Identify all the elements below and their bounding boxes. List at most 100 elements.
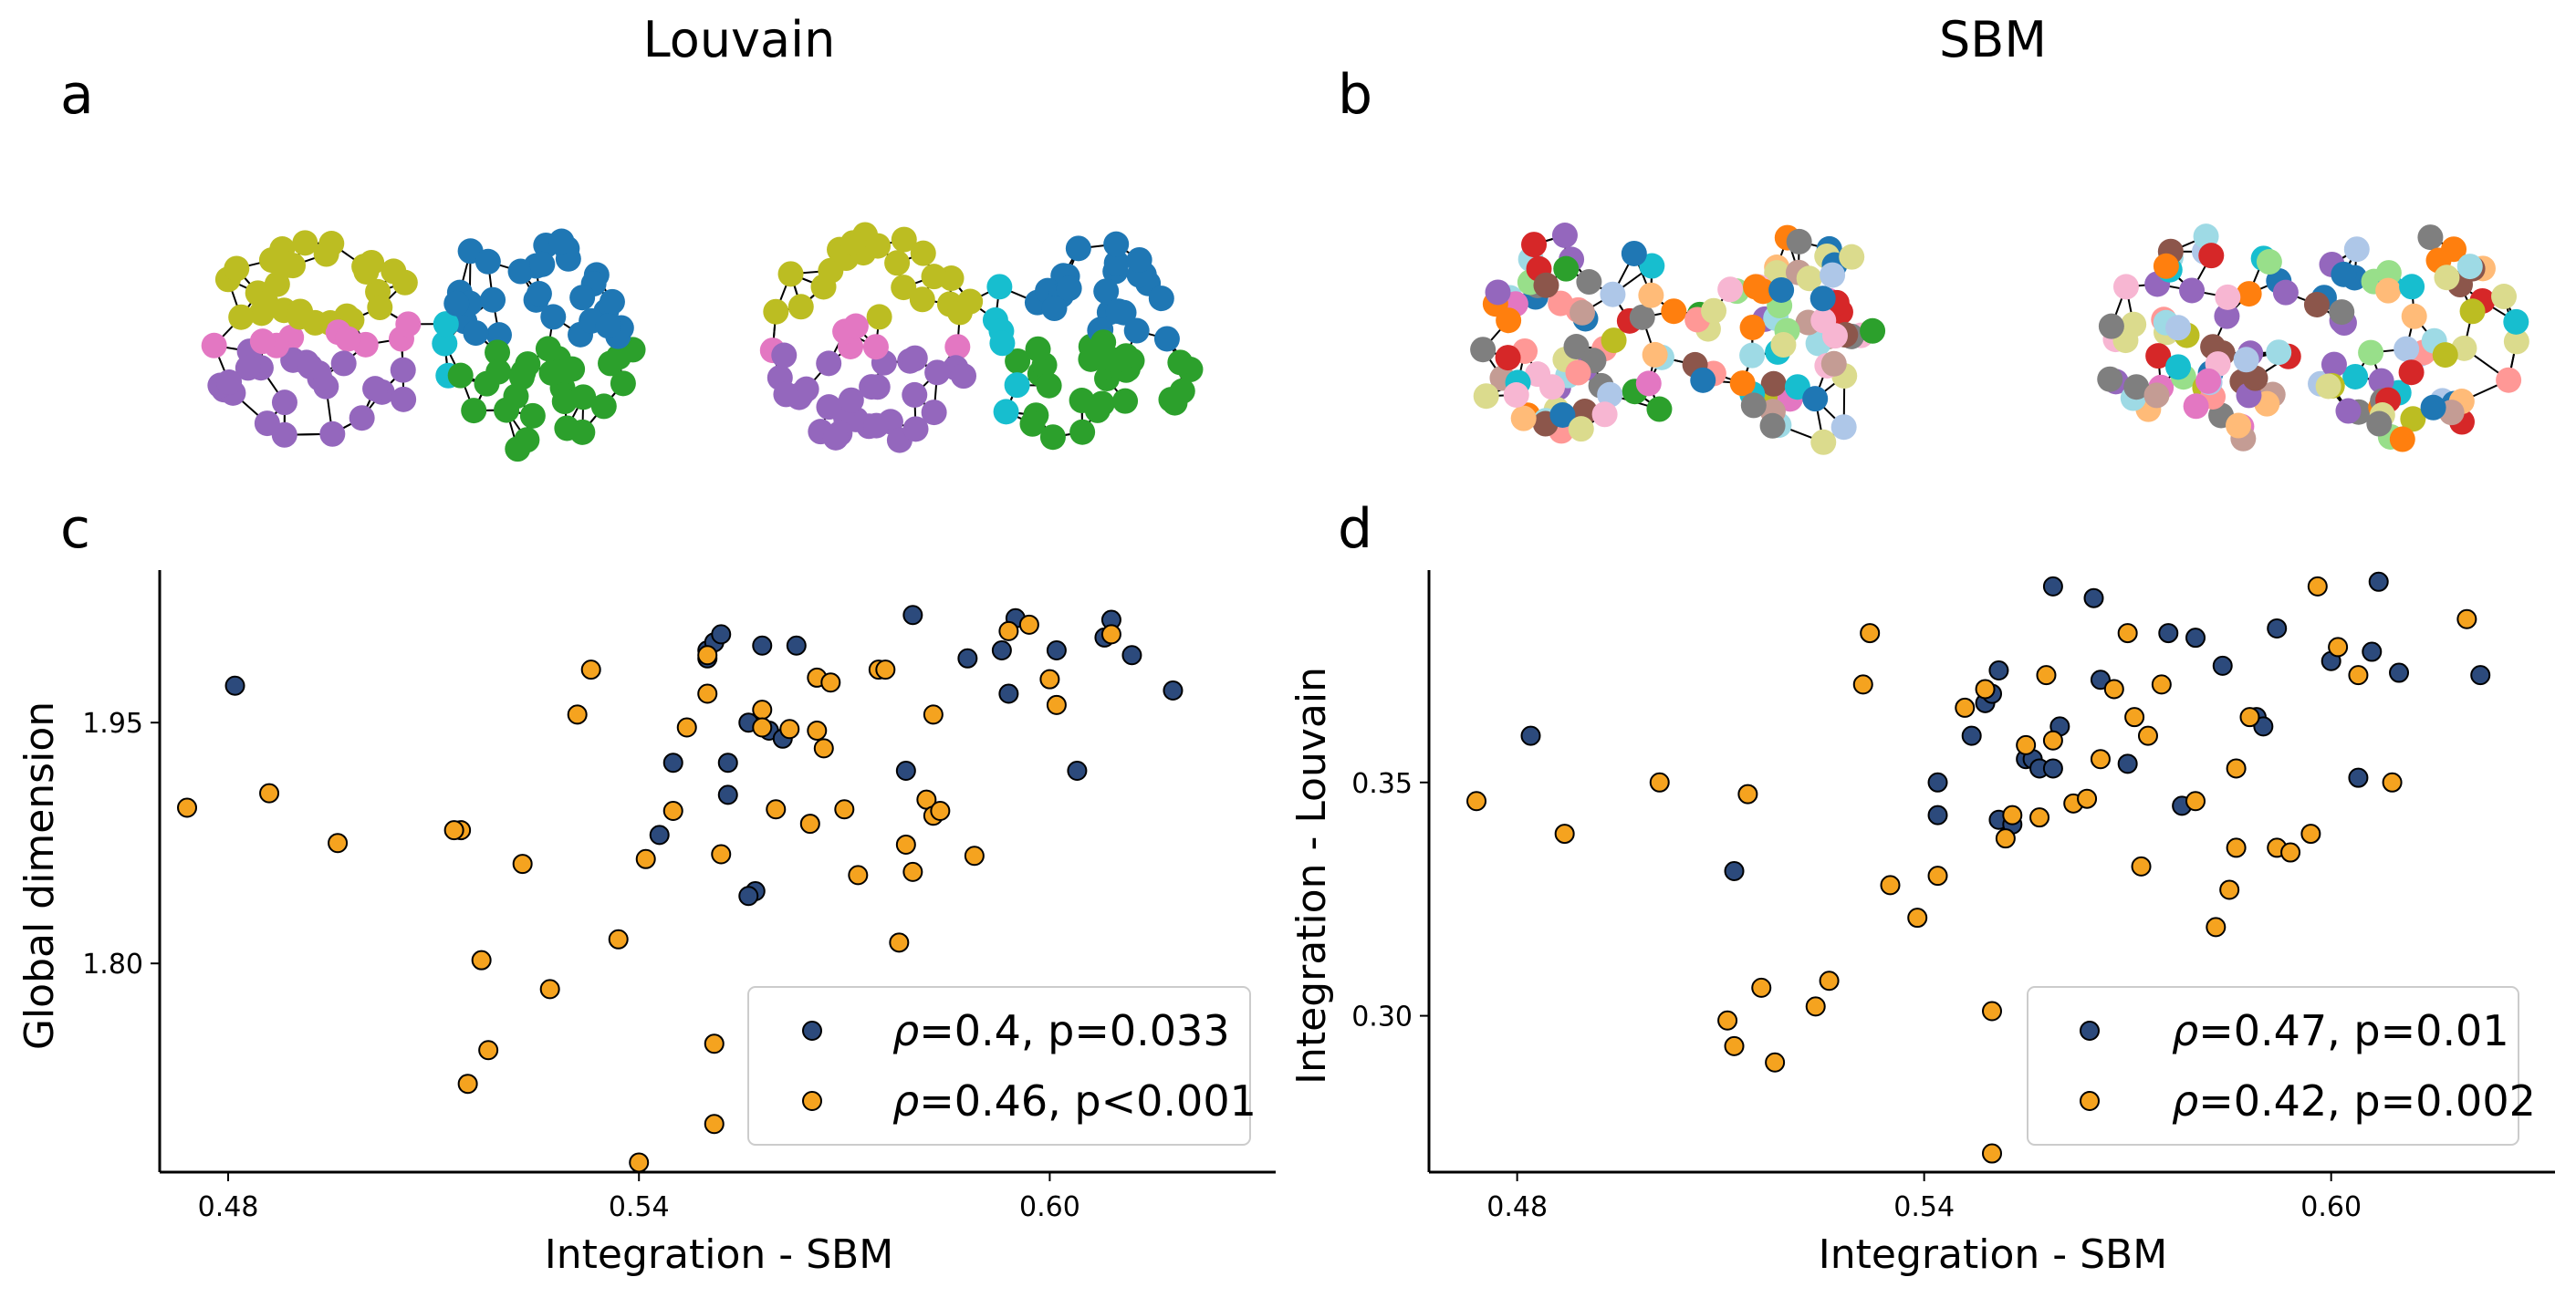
data-point-orange: [766, 799, 787, 820]
network-node: [1739, 342, 1766, 369]
network-node: [1025, 336, 1051, 362]
network-node: [349, 405, 375, 431]
data-point-orange: [1018, 614, 1039, 635]
network-node: [485, 358, 512, 385]
network-node: [1069, 419, 1096, 445]
data-point-orange: [629, 1152, 650, 1173]
network-node: [1820, 350, 1847, 377]
network-node: [1167, 349, 1194, 376]
network-node: [2503, 308, 2529, 335]
data-point-orange: [1819, 971, 1840, 992]
y-tick-label: 1.80: [82, 949, 143, 981]
data-point-orange: [2151, 674, 2172, 695]
network-node: [1093, 278, 1120, 305]
data-point-dark: [2470, 665, 2491, 686]
data-point-orange: [2300, 824, 2321, 845]
network-node: [1770, 332, 1797, 358]
network-node: [2342, 363, 2369, 389]
network-node: [595, 313, 621, 339]
network-node: [391, 269, 418, 296]
network-node: [863, 412, 890, 439]
network-node: [353, 258, 380, 285]
network-node: [599, 288, 625, 315]
network-node: [1600, 281, 1626, 307]
network-node: [548, 228, 575, 254]
network-node: [2098, 313, 2124, 339]
network-node: [950, 363, 976, 389]
network-nodes: [1470, 223, 1886, 455]
y-axis-label-d: Integration - Louvain: [1288, 667, 1335, 1085]
network-node: [2331, 261, 2357, 287]
network-node: [957, 288, 984, 315]
network-node: [986, 274, 1013, 300]
network-node: [1642, 341, 1668, 368]
network-node: [362, 376, 389, 402]
network-node: [1005, 348, 1031, 374]
data-point-dark: [2348, 767, 2369, 788]
points-d: [1466, 571, 2491, 1164]
panel-letter-d: d: [1338, 497, 1372, 561]
network-node: [793, 376, 819, 402]
network-node: [1123, 317, 1150, 344]
network-node: [2112, 274, 2139, 300]
network-node: [590, 393, 617, 420]
data-point-orange: [1039, 669, 1060, 690]
data-point-dark: [1724, 861, 1745, 881]
data-point-orange: [1927, 866, 1948, 887]
y-axis-c: 1.80 1.95: [82, 708, 160, 981]
data-point-orange: [608, 929, 629, 950]
data-point-orange: [539, 979, 560, 1000]
network-node: [235, 355, 261, 381]
data-point-orange: [2036, 665, 2057, 686]
network-node: [610, 370, 636, 397]
x-axis-label-d: Integration - SBM: [1819, 1231, 2167, 1278]
data-point-orange: [807, 721, 828, 741]
network-node: [540, 304, 567, 330]
data-point-orange: [1805, 996, 1826, 1017]
data-point-orange: [1737, 784, 1758, 805]
network-node: [1148, 286, 1174, 312]
data-point-dark: [2253, 716, 2274, 737]
data-point-dark: [1046, 640, 1067, 660]
network-node: [2420, 394, 2446, 421]
data-point-orange: [1880, 875, 1901, 896]
y-axis-label-c: Global dimension: [16, 701, 63, 1050]
network-node: [433, 311, 459, 337]
data-point-orange: [889, 932, 910, 953]
data-point-orange: [478, 1040, 499, 1061]
data-point-orange: [2137, 725, 2158, 746]
network-node: [2398, 359, 2425, 386]
x-tick-label: 0.48: [1486, 1191, 1548, 1223]
network-node: [248, 300, 275, 327]
network-node: [1036, 372, 1062, 399]
network-node: [1568, 416, 1594, 442]
network-node: [866, 304, 892, 330]
network-node: [921, 400, 947, 426]
network-node: [2432, 342, 2458, 369]
network-node: [443, 290, 470, 317]
network-node: [2123, 374, 2150, 400]
data-point-orange: [1765, 1052, 1786, 1073]
data-point-orange: [834, 799, 855, 820]
network-node: [1538, 374, 1565, 400]
data-point-orange: [704, 1033, 725, 1054]
network-node: [395, 311, 422, 337]
data-point-dark: [2185, 628, 2206, 649]
network-node: [2256, 249, 2282, 275]
data-point-dark: [1067, 761, 1088, 781]
legend-marker-dark-d: [2080, 1021, 2100, 1041]
data-point-orange: [2280, 842, 2301, 863]
data-point-orange: [2328, 637, 2349, 658]
data-point-orange: [799, 814, 820, 835]
x-tick-label: 0.54: [609, 1191, 670, 1223]
network-node: [2320, 351, 2347, 378]
legend-entry-dark-d: ρ=0.47, p=0.01: [2172, 1006, 2509, 1055]
data-point-dark: [2212, 655, 2233, 676]
data-point-dark: [1520, 725, 1541, 746]
data-point-dark: [752, 635, 773, 656]
network-node: [330, 350, 357, 377]
data-point-orange: [1100, 624, 1121, 645]
data-point-dark: [1163, 680, 1184, 701]
network-node: [1786, 228, 1812, 254]
data-point-dark: [2042, 758, 2063, 779]
